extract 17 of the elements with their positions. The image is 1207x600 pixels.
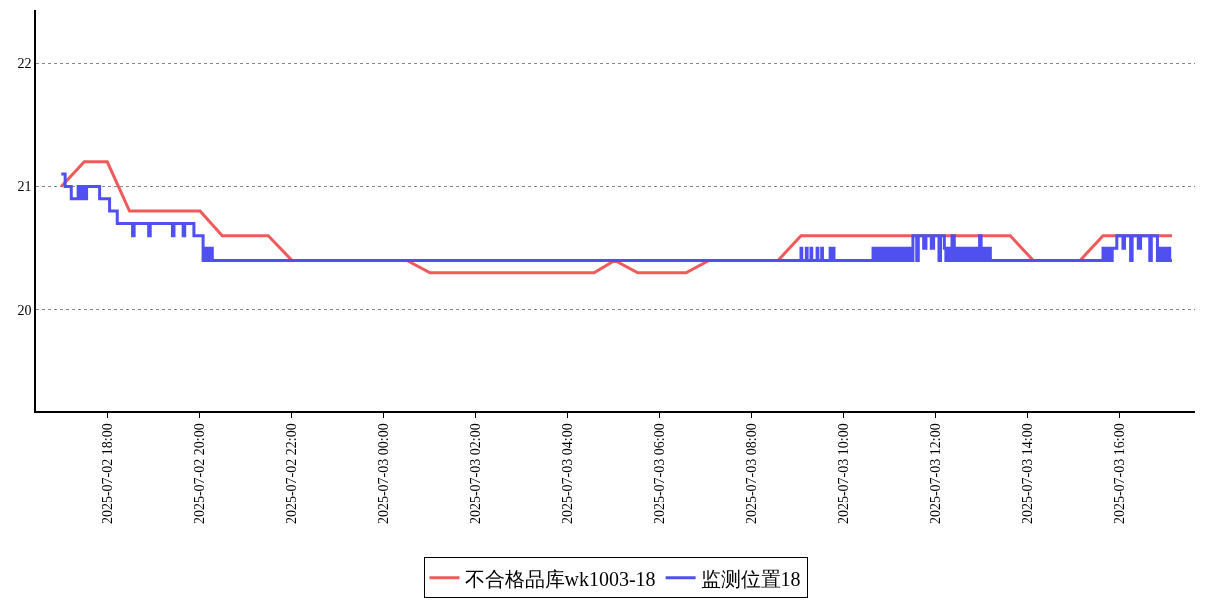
- x-tick-label: 2025-07-03 16:00: [1111, 423, 1127, 525]
- x-tick-label: 2025-07-03 04:00: [559, 423, 575, 525]
- y-tick-label: 21: [17, 179, 32, 195]
- y-tick-label: 20: [17, 302, 32, 318]
- y-tick-label: 22: [17, 55, 32, 71]
- x-tick-label: 2025-07-03 14:00: [1019, 423, 1035, 525]
- x-tick-label: 2025-07-03 08:00: [743, 423, 759, 525]
- x-tick-label: 2025-07-02 18:00: [99, 423, 115, 525]
- x-tick-label: 2025-07-03 10:00: [835, 423, 851, 525]
- x-tick-label: 2025-07-03 00:00: [375, 423, 391, 525]
- x-tick-label: 2025-07-03 12:00: [927, 423, 943, 525]
- x-tick-label: 2025-07-03 06:00: [651, 423, 667, 525]
- x-tick-label: 2025-07-02 22:00: [283, 423, 299, 525]
- legend-label: 不合格品库wk1003-18: [464, 567, 656, 590]
- x-tick-label: 2025-07-03 02:00: [467, 423, 483, 525]
- legend-label: 监测位置18: [700, 567, 801, 590]
- x-tick-label: 2025-07-02 20:00: [191, 423, 207, 525]
